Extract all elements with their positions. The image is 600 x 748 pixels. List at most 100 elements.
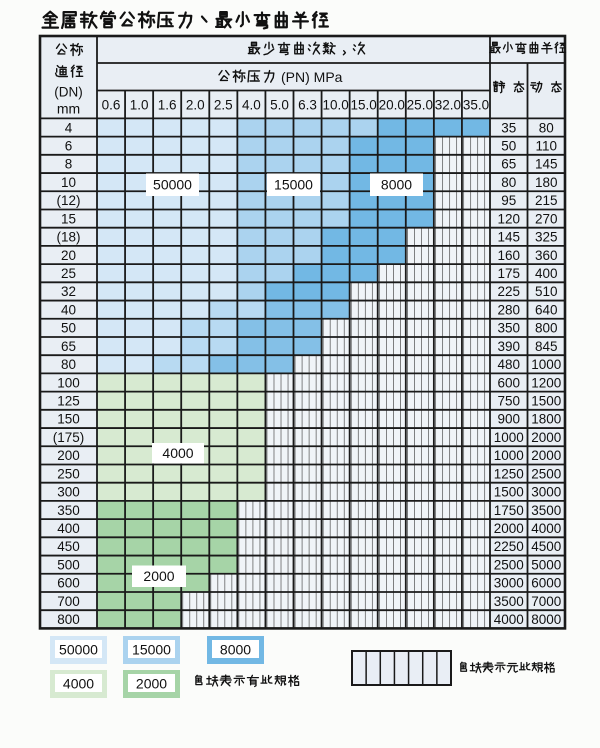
svg-text:200: 200 xyxy=(57,448,80,463)
svg-text:125: 125 xyxy=(57,394,80,409)
svg-text:1000: 1000 xyxy=(531,357,561,372)
svg-text:65: 65 xyxy=(61,339,76,354)
svg-text:mm: mm xyxy=(57,101,80,117)
svg-text:8000: 8000 xyxy=(531,612,561,627)
svg-text:600: 600 xyxy=(57,576,80,591)
svg-text:(DN): (DN) xyxy=(54,85,83,100)
svg-text:145: 145 xyxy=(497,230,520,245)
svg-text:150: 150 xyxy=(57,412,80,427)
svg-text:800: 800 xyxy=(535,321,558,336)
svg-text:350: 350 xyxy=(497,321,520,336)
svg-text:(PN) MPa: (PN) MPa xyxy=(281,69,343,85)
svg-text:600: 600 xyxy=(497,375,520,390)
svg-text:0.6: 0.6 xyxy=(102,97,121,112)
svg-text:450: 450 xyxy=(57,539,80,554)
svg-text:5000: 5000 xyxy=(531,557,561,572)
svg-text:270: 270 xyxy=(535,211,558,226)
svg-text:7000: 7000 xyxy=(531,594,561,609)
svg-text:1000: 1000 xyxy=(494,430,524,445)
svg-text:8: 8 xyxy=(65,157,73,172)
svg-text:250: 250 xyxy=(57,466,80,481)
svg-text:160: 160 xyxy=(497,248,520,263)
svg-text:280: 280 xyxy=(497,302,520,317)
svg-text:15000: 15000 xyxy=(274,177,313,193)
svg-text:640: 640 xyxy=(535,302,558,317)
svg-text:50: 50 xyxy=(61,321,76,336)
svg-text:3000: 3000 xyxy=(531,485,561,500)
svg-text:4: 4 xyxy=(65,120,73,135)
svg-text:15: 15 xyxy=(61,211,76,226)
svg-text:180: 180 xyxy=(535,175,558,190)
svg-text:900: 900 xyxy=(497,412,520,427)
svg-text:1.6: 1.6 xyxy=(158,97,177,112)
svg-text:3500: 3500 xyxy=(531,503,561,518)
svg-text:10: 10 xyxy=(61,175,76,190)
svg-text:(175): (175) xyxy=(53,430,85,445)
svg-text:(12): (12) xyxy=(56,193,80,208)
svg-text:4000: 4000 xyxy=(63,676,94,692)
svg-text:145: 145 xyxy=(535,157,558,172)
svg-text:325: 325 xyxy=(535,230,558,245)
svg-text:2000: 2000 xyxy=(136,676,167,692)
svg-text:35: 35 xyxy=(501,120,516,135)
svg-text:25: 25 xyxy=(61,266,76,281)
svg-text:350: 350 xyxy=(57,503,80,518)
svg-text:6000: 6000 xyxy=(531,576,561,591)
svg-text:800: 800 xyxy=(57,612,80,627)
svg-text:20.0: 20.0 xyxy=(379,97,405,112)
svg-text:4000: 4000 xyxy=(162,445,193,461)
svg-text:3000: 3000 xyxy=(494,576,524,591)
svg-text:4000: 4000 xyxy=(531,521,561,536)
svg-text:65: 65 xyxy=(501,157,516,172)
svg-text:6: 6 xyxy=(65,139,73,154)
svg-text:300: 300 xyxy=(57,485,80,500)
svg-text:215: 215 xyxy=(535,193,558,208)
svg-text:1500: 1500 xyxy=(531,394,561,409)
svg-text:400: 400 xyxy=(57,521,80,536)
svg-text:8000: 8000 xyxy=(381,177,412,193)
svg-text:390: 390 xyxy=(497,339,520,354)
svg-text:32.0: 32.0 xyxy=(435,97,461,112)
svg-text:120: 120 xyxy=(497,211,520,226)
svg-text:50: 50 xyxy=(501,139,516,154)
svg-text:40: 40 xyxy=(61,302,76,317)
svg-text:2250: 2250 xyxy=(494,539,524,554)
svg-text:2500: 2500 xyxy=(531,466,561,481)
svg-text:175: 175 xyxy=(497,266,520,281)
svg-text:2000: 2000 xyxy=(531,448,561,463)
svg-text:3500: 3500 xyxy=(494,594,524,609)
svg-text:480: 480 xyxy=(497,357,520,372)
svg-text:1000: 1000 xyxy=(494,448,524,463)
svg-text:1250: 1250 xyxy=(494,466,524,481)
svg-text:2.0: 2.0 xyxy=(186,97,205,112)
svg-text:750: 750 xyxy=(497,394,520,409)
svg-text:32: 32 xyxy=(61,284,76,299)
svg-text:110: 110 xyxy=(535,139,557,154)
svg-text:(18): (18) xyxy=(56,230,80,245)
svg-text:2500: 2500 xyxy=(494,557,524,572)
svg-text:80: 80 xyxy=(539,120,554,135)
svg-text:1800: 1800 xyxy=(531,412,561,427)
svg-text:50000: 50000 xyxy=(59,642,98,658)
svg-text:1200: 1200 xyxy=(531,375,561,390)
svg-text:5.0: 5.0 xyxy=(270,97,289,112)
svg-text:8000: 8000 xyxy=(220,642,251,658)
svg-text:2000: 2000 xyxy=(531,430,561,445)
svg-text:100: 100 xyxy=(57,375,80,390)
svg-text:510: 510 xyxy=(535,284,558,299)
svg-text:35.0: 35.0 xyxy=(463,97,489,112)
svg-text:80: 80 xyxy=(61,357,76,372)
svg-text:400: 400 xyxy=(535,266,558,281)
svg-text:700: 700 xyxy=(57,594,80,609)
svg-text:4500: 4500 xyxy=(531,539,561,554)
svg-text:2000: 2000 xyxy=(494,521,524,536)
svg-text:25.0: 25.0 xyxy=(407,97,433,112)
svg-text:1750: 1750 xyxy=(494,503,524,518)
svg-text:4.0: 4.0 xyxy=(242,97,261,112)
svg-text:50000: 50000 xyxy=(153,177,192,193)
svg-text:1500: 1500 xyxy=(494,485,524,500)
svg-text:360: 360 xyxy=(535,248,558,263)
svg-text:95: 95 xyxy=(501,193,516,208)
svg-text:845: 845 xyxy=(535,339,558,354)
svg-text:2000: 2000 xyxy=(143,568,174,584)
